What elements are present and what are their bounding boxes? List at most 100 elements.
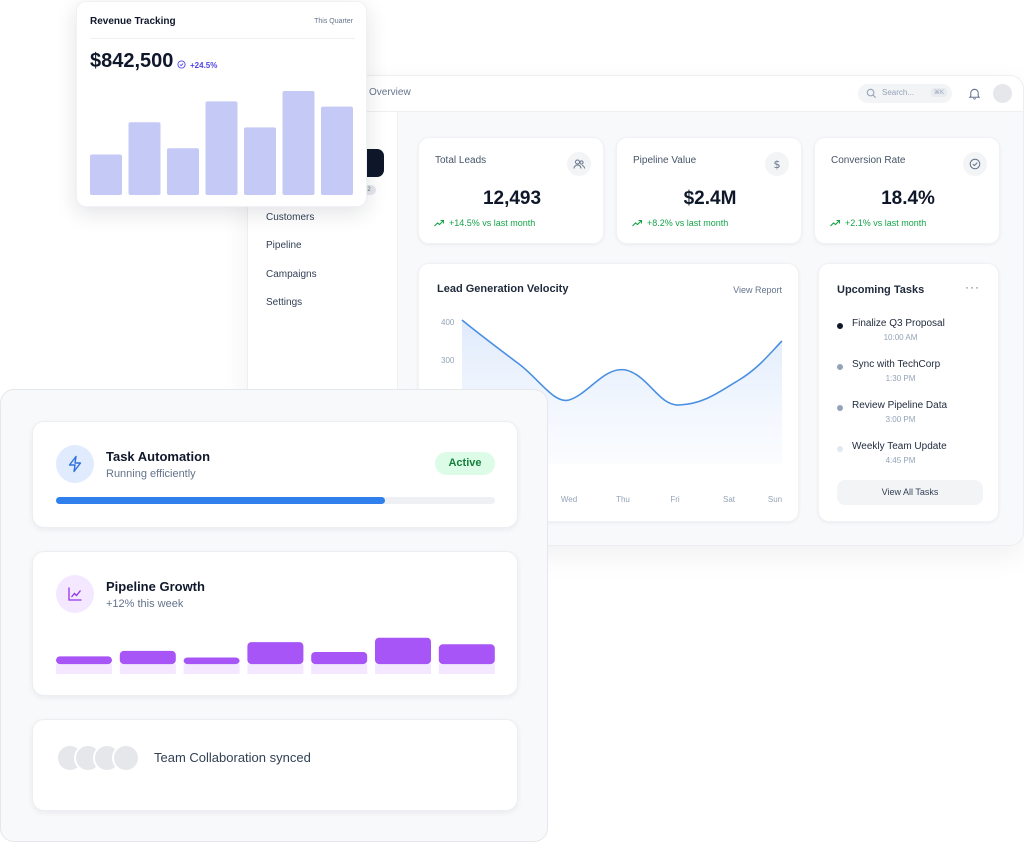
revenue-period[interactable]: This Quarter bbox=[314, 18, 353, 25]
tasks-title: Upcoming Tasks bbox=[837, 284, 925, 296]
task-time: 10:00 AM bbox=[883, 333, 918, 342]
trend-up-icon bbox=[632, 219, 642, 227]
progress-bar bbox=[56, 497, 495, 504]
y-tick-label: 400 bbox=[441, 318, 455, 327]
divider bbox=[90, 38, 355, 39]
sidebar-item-settings[interactable]: Settings bbox=[266, 297, 303, 308]
collab-status-text: Team Collaboration synced bbox=[154, 750, 311, 765]
dollar-icon: $ bbox=[765, 152, 789, 176]
growth-bar-base bbox=[183, 664, 240, 674]
stat-change: +14.5% vs last month bbox=[449, 218, 536, 228]
view-report-link[interactable]: View Report bbox=[733, 285, 782, 295]
revenue-bar bbox=[282, 91, 315, 195]
upcoming-tasks-card: Upcoming Tasks ··· Finalize Q3 Proposal … bbox=[818, 263, 999, 522]
stat-label: Conversion Rate bbox=[831, 155, 906, 166]
y-tick-label: 300 bbox=[441, 356, 455, 365]
search-icon bbox=[866, 88, 877, 99]
x-tick-label: Fri bbox=[670, 495, 680, 504]
progress-fill bbox=[56, 497, 386, 504]
revenue-bar-chart bbox=[90, 91, 353, 195]
stat-value: $2.4M bbox=[683, 188, 737, 209]
task-automation-card[interactable]: Task Automation Running efficiently Acti… bbox=[32, 421, 518, 528]
task-name: Sync with TechCorp bbox=[852, 359, 941, 370]
check-circle-icon bbox=[963, 152, 987, 176]
task-name: Finalize Q3 Proposal bbox=[852, 318, 945, 329]
growth-bar-base bbox=[56, 664, 112, 674]
stat-card-total-leads[interactable]: Total Leads 12,493 +14.5% vs last month bbox=[418, 137, 604, 244]
card-subtitle: +12% this week bbox=[106, 598, 184, 610]
nav-badge: 2 bbox=[362, 185, 376, 195]
revenue-delta: +24.5% bbox=[190, 61, 218, 70]
growth-bar bbox=[438, 644, 495, 665]
stat-value: 18.4% bbox=[881, 188, 935, 209]
revenue-bar bbox=[90, 154, 122, 195]
pipeline-growth-card[interactable]: Pipeline Growth +12% this week bbox=[32, 551, 518, 696]
stat-label: Total Leads bbox=[435, 155, 487, 166]
task-status-dot bbox=[837, 446, 843, 452]
bell-icon[interactable] bbox=[968, 87, 981, 100]
growth-bar-base bbox=[311, 664, 368, 674]
user-avatar[interactable] bbox=[993, 84, 1012, 103]
sidebar-item-customers[interactable]: Customers bbox=[266, 212, 315, 223]
sidebar-item-campaigns[interactable]: Campaigns bbox=[266, 269, 317, 280]
growth-bar-base bbox=[119, 664, 176, 674]
task-status-dot bbox=[837, 405, 843, 411]
check-circle-icon bbox=[177, 60, 186, 69]
team-collaboration-card[interactable]: Team Collaboration synced bbox=[32, 719, 518, 811]
stat-value: 12,493 bbox=[482, 188, 542, 209]
trend-up-icon bbox=[434, 219, 444, 227]
x-tick-label: Wed bbox=[561, 495, 577, 504]
card-title: Task Automation bbox=[106, 449, 211, 464]
stat-change: +8.2% vs last month bbox=[647, 218, 729, 228]
task-status-dot bbox=[837, 323, 843, 329]
growth-bar-base bbox=[247, 664, 304, 674]
search-input[interactable]: Search... ⌘K bbox=[858, 84, 952, 103]
series-line bbox=[461, 319, 783, 406]
revenue-title: Revenue Tracking bbox=[90, 16, 176, 27]
growth-bar bbox=[119, 650, 176, 665]
revenue-bar bbox=[128, 122, 161, 195]
sidebar-item-pipeline[interactable]: Pipeline bbox=[266, 240, 302, 251]
stat-change: +2.1% vs last month bbox=[845, 218, 927, 228]
task-time: 4:45 PM bbox=[885, 456, 916, 465]
stat-label: Pipeline Value bbox=[633, 155, 697, 166]
trend-up-icon bbox=[830, 219, 840, 227]
growth-bar-base bbox=[438, 664, 495, 674]
revenue-bar bbox=[244, 127, 276, 195]
growth-bar bbox=[56, 656, 112, 665]
chart-title: Lead Generation Velocity bbox=[437, 283, 569, 295]
x-tick-label: Sun bbox=[768, 495, 782, 504]
breadcrumb: Overview bbox=[369, 87, 411, 98]
revenue-bar bbox=[205, 101, 238, 195]
task-time: 3:00 PM bbox=[885, 415, 916, 424]
revenue-bar bbox=[167, 148, 199, 195]
card-subtitle: Running efficiently bbox=[106, 468, 196, 480]
revenue-tracking-card: Revenue Tracking This Quarter $842,500 +… bbox=[76, 1, 367, 207]
growth-bar bbox=[247, 642, 304, 665]
view-all-tasks-button[interactable]: View All Tasks bbox=[837, 480, 983, 505]
task-name: Review Pipeline Data bbox=[852, 400, 948, 411]
status-badge: Active bbox=[435, 452, 495, 475]
task-status-dot bbox=[837, 364, 843, 370]
shortcut-hint: ⌘K bbox=[931, 88, 948, 97]
chart-line-icon bbox=[56, 575, 94, 613]
lightning-icon bbox=[56, 445, 94, 483]
stat-card-pipeline-value[interactable]: Pipeline Value $ $2.4M +8.2% vs last mon… bbox=[616, 137, 802, 244]
task-name: Weekly Team Update bbox=[852, 441, 947, 452]
activity-panel: Task Automation Running efficiently Acti… bbox=[0, 389, 548, 842]
growth-bar bbox=[183, 657, 240, 665]
users-icon bbox=[567, 152, 591, 176]
growth-bar-chart bbox=[56, 637, 495, 674]
task-time: 1:30 PM bbox=[885, 374, 916, 383]
top-bar: Overview Search... ⌘K bbox=[248, 76, 1023, 112]
avatar bbox=[112, 744, 140, 772]
x-tick-label: Sat bbox=[723, 495, 736, 504]
stat-card-conversion-rate[interactable]: Conversion Rate 18.4% +2.1% vs last mont… bbox=[814, 137, 1000, 244]
more-options-icon[interactable]: ··· bbox=[965, 280, 980, 294]
growth-bar bbox=[375, 637, 431, 665]
growth-bar-base bbox=[375, 664, 431, 674]
x-tick-label: Thu bbox=[616, 495, 630, 504]
growth-bar bbox=[311, 652, 368, 665]
search-placeholder: Search... bbox=[882, 88, 915, 97]
card-title: Pipeline Growth bbox=[106, 579, 205, 594]
